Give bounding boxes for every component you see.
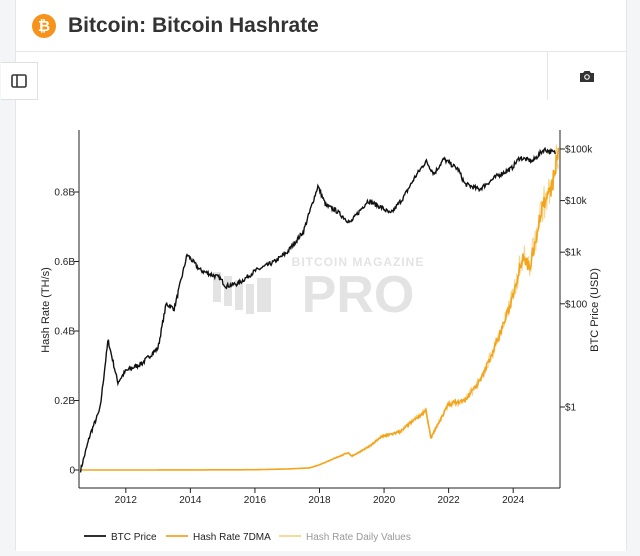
page-title: Bitcoin: Bitcoin Hashrate — [68, 14, 319, 37]
legend-item-hashrate-daily[interactable]: Hash Rate Daily Values — [279, 532, 411, 543]
chart-card: ₿ Bitcoin: Bitcoin Hashrate — [1, 0, 627, 551]
series-btc-price — [79, 146, 556, 473]
x-tick-label-2012: 2012 — [115, 495, 138, 506]
sidebar-toggle-button[interactable] — [1, 62, 38, 100]
y-right-tick-label-4: $100k — [565, 145, 593, 156]
right-axis-label: BTC Price (USD) — [589, 268, 601, 352]
y-right-tick-label-1: $100 — [565, 299, 588, 310]
y-left-tick-label-0: 0 — [69, 466, 75, 477]
sidebar-toggle-icon — [11, 74, 27, 88]
watermark-line1: BITCOIN MAGAZINE — [292, 255, 425, 269]
x-tick-label-2018: 2018 — [308, 495, 331, 506]
legend-label-btc-price: BTC Price — [111, 532, 157, 543]
y-right-tick-label-3: $10k — [565, 196, 588, 207]
legend-item-hashrate-7dma[interactable]: Hash Rate 7DMA — [166, 532, 271, 543]
y-right-tick-label-0: $1 — [565, 403, 577, 414]
screenshot-button[interactable] — [547, 52, 626, 100]
x-axis-ticks: 2012 2014 2016 2018 2020 2022 2024 — [115, 488, 525, 506]
y-left-tick-label-4: 0.8B — [54, 188, 75, 199]
y-left-tick-label-1: 0.2B — [54, 396, 75, 407]
series-group — [79, 144, 560, 473]
x-tick-label-2024: 2024 — [502, 495, 525, 506]
watermark-line2: PRO — [302, 266, 415, 324]
right-axis-ticks: $1 $100 $1k $10k $100k — [560, 145, 593, 414]
watermark-logo — [213, 272, 271, 314]
chart-toolbar — [1, 52, 626, 100]
x-tick-label-2016: 2016 — [244, 495, 267, 506]
y-left-tick-label-2: 0.4B — [54, 327, 75, 338]
watermark: BITCOIN MAGAZINE PRO — [213, 255, 425, 324]
legend-item-btc-price[interactable]: BTC Price — [84, 532, 157, 543]
chart-header: ₿ Bitcoin: Bitcoin Hashrate — [16, 0, 626, 52]
left-axis-label: Hash Rate (TH/s) — [40, 267, 52, 353]
y-right-tick-label-2: $1k — [565, 248, 582, 259]
legend-label-hashrate-daily: Hash Rate Daily Values — [306, 532, 411, 543]
legend-label-hashrate-7dma: Hash Rate 7DMA — [193, 532, 271, 543]
x-tick-label-2022: 2022 — [438, 495, 461, 506]
legend: BTC Price Hash Rate 7DMA Hash Rate Daily… — [84, 532, 411, 543]
x-tick-label-2020: 2020 — [373, 495, 396, 506]
y-left-tick-label-3: 0.6B — [54, 257, 75, 268]
x-tick-label-2014: 2014 — [179, 495, 202, 506]
camera-icon — [580, 71, 594, 82]
bitcoin-icon: ₿ — [32, 14, 56, 38]
series-hashrate-7dma — [80, 147, 560, 471]
left-axis-ticks: 0 0.2B 0.4B 0.6B 0.8B — [54, 188, 79, 477]
